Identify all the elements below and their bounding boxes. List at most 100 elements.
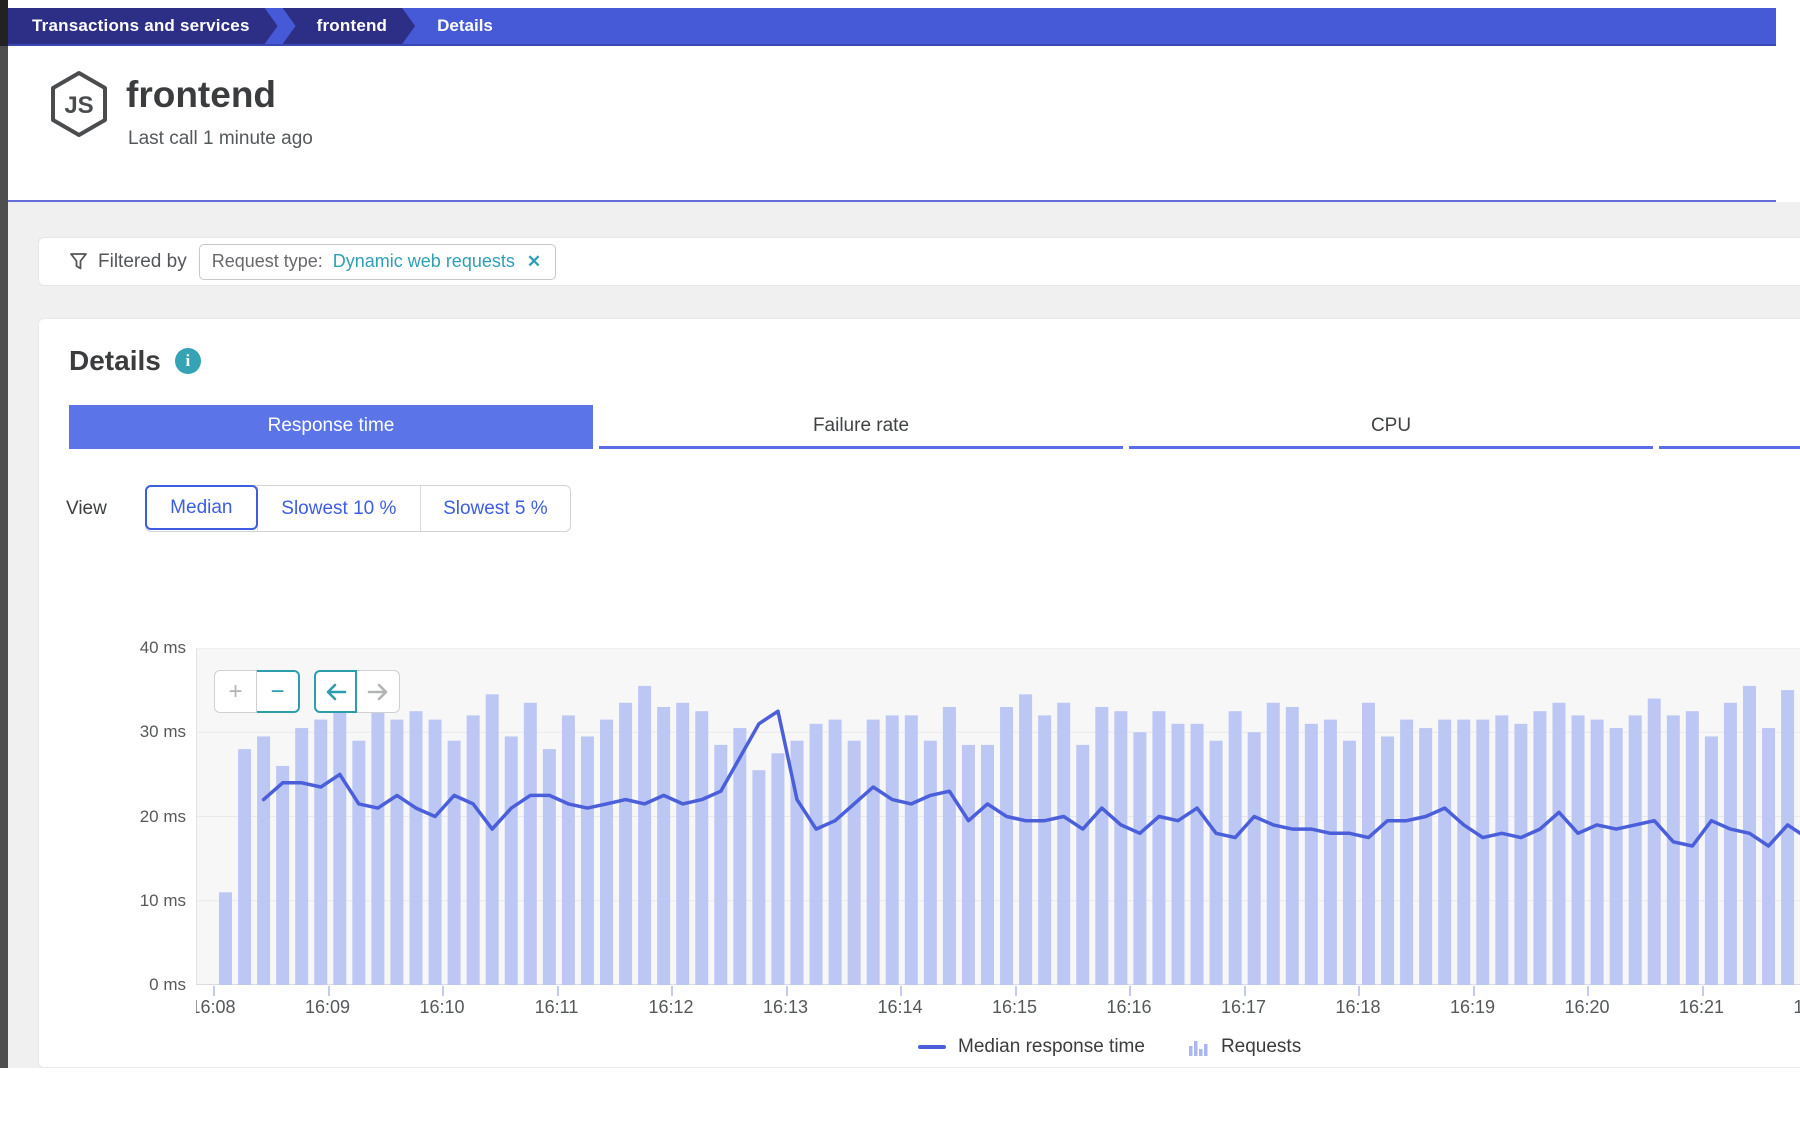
requests-bar[interactable] bbox=[638, 685, 652, 985]
requests-bar[interactable] bbox=[1571, 715, 1585, 985]
requests-bar[interactable] bbox=[485, 694, 499, 985]
requests-bar[interactable] bbox=[1723, 702, 1737, 985]
requests-bar[interactable] bbox=[314, 719, 328, 985]
requests-bar[interactable] bbox=[542, 749, 556, 985]
requests-bar[interactable] bbox=[1781, 690, 1795, 985]
requests-bar[interactable] bbox=[447, 740, 461, 985]
requests-bar[interactable] bbox=[1762, 728, 1776, 985]
requests-bar[interactable] bbox=[1381, 736, 1395, 985]
requests-bar[interactable] bbox=[714, 744, 728, 985]
requests-bar[interactable] bbox=[257, 736, 271, 985]
requests-bar[interactable] bbox=[504, 736, 518, 985]
filter-chip-value[interactable]: Dynamic web requests bbox=[332, 251, 515, 271]
requests-bar[interactable] bbox=[1133, 732, 1147, 985]
breadcrumb-item-frontend[interactable]: frontend bbox=[283, 8, 416, 44]
requests-bar[interactable] bbox=[1609, 728, 1623, 985]
requests-bar[interactable] bbox=[828, 719, 842, 985]
requests-bar[interactable] bbox=[771, 753, 785, 985]
requests-bar[interactable] bbox=[1476, 719, 1490, 985]
requests-bar[interactable] bbox=[1495, 715, 1509, 985]
response-time-chart[interactable] bbox=[196, 647, 1800, 985]
tab-cpu[interactable]: CPU bbox=[1129, 405, 1653, 449]
zoom-in-button[interactable]: + bbox=[214, 670, 257, 713]
filter-chip-request-type[interactable]: Request type: Dynamic web requests ✕ bbox=[198, 243, 557, 280]
requests-bar[interactable] bbox=[1000, 706, 1014, 985]
requests-bar[interactable] bbox=[333, 706, 347, 985]
pan-right-icon[interactable] bbox=[357, 670, 400, 713]
requests-bar[interactable] bbox=[676, 702, 690, 985]
requests-bar[interactable] bbox=[752, 770, 766, 985]
breadcrumb-item-details[interactable]: Details bbox=[415, 8, 493, 44]
info-icon[interactable]: i bbox=[174, 348, 201, 374]
requests-bar[interactable] bbox=[1514, 723, 1528, 985]
requests-bar[interactable] bbox=[1342, 740, 1356, 985]
requests-bar[interactable] bbox=[561, 715, 575, 985]
breadcrumb-item-transactions-and-services[interactable]: Transactions and services bbox=[8, 8, 278, 44]
requests-bar[interactable] bbox=[1076, 744, 1090, 985]
requests-bar[interactable] bbox=[1685, 711, 1699, 985]
requests-bar[interactable] bbox=[885, 715, 899, 985]
requests-bar[interactable] bbox=[961, 744, 975, 985]
requests-bar[interactable] bbox=[390, 719, 404, 985]
requests-bar[interactable] bbox=[809, 723, 823, 985]
requests-bar[interactable] bbox=[1228, 711, 1242, 985]
requests-bar[interactable] bbox=[1247, 732, 1261, 985]
requests-bar[interactable] bbox=[1362, 702, 1375, 985]
requests-bar[interactable] bbox=[1038, 715, 1052, 985]
requests-bar[interactable] bbox=[1057, 702, 1071, 985]
requests-bar[interactable] bbox=[371, 694, 385, 985]
requests-bar[interactable] bbox=[1438, 719, 1452, 985]
requests-bar[interactable] bbox=[695, 711, 709, 985]
view-option-slowest-10[interactable]: Slowest 10 % bbox=[256, 486, 420, 531]
requests-bar[interactable] bbox=[295, 728, 309, 985]
requests-bar[interactable] bbox=[409, 711, 423, 985]
requests-bar[interactable] bbox=[1095, 706, 1109, 985]
requests-bar[interactable] bbox=[466, 715, 480, 985]
requests-bar[interactable] bbox=[1190, 723, 1204, 985]
requests-bar[interactable] bbox=[580, 736, 594, 985]
tab-failure-rate[interactable]: Failure rate bbox=[599, 405, 1123, 449]
requests-bar[interactable] bbox=[1171, 723, 1185, 985]
requests-bar[interactable] bbox=[1019, 694, 1033, 985]
tab-partial[interactable] bbox=[1659, 405, 1800, 449]
requests-bar[interactable] bbox=[619, 702, 633, 985]
legend-item-requests[interactable]: Requests bbox=[1188, 1036, 1301, 1058]
requests-bar[interactable] bbox=[238, 749, 252, 985]
view-option-median[interactable]: Median bbox=[144, 485, 258, 530]
requests-bar[interactable] bbox=[1400, 719, 1414, 985]
pan-left-icon[interactable] bbox=[314, 670, 357, 713]
requests-bar[interactable] bbox=[1152, 711, 1166, 985]
requests-bar[interactable] bbox=[1114, 711, 1128, 985]
requests-bar[interactable] bbox=[219, 892, 232, 985]
median-response-time-line[interactable] bbox=[261, 709, 1800, 848]
zoom-out-button[interactable]: − bbox=[257, 670, 300, 713]
tab-response-time[interactable]: Response time bbox=[69, 405, 593, 449]
requests-bar[interactable] bbox=[428, 719, 442, 985]
requests-bar[interactable] bbox=[1323, 719, 1337, 985]
requests-bar[interactable] bbox=[981, 744, 994, 985]
requests-bar[interactable] bbox=[904, 715, 918, 985]
requests-bar[interactable] bbox=[1533, 711, 1547, 985]
requests-bar[interactable] bbox=[1666, 715, 1680, 985]
requests-bar[interactable] bbox=[942, 706, 956, 985]
requests-bar[interactable] bbox=[1457, 719, 1471, 985]
requests-bar[interactable] bbox=[733, 728, 747, 985]
requests-bar[interactable] bbox=[1285, 706, 1299, 985]
requests-bar[interactable] bbox=[352, 740, 366, 985]
requests-bar[interactable] bbox=[866, 719, 880, 985]
requests-bar[interactable] bbox=[523, 702, 537, 985]
requests-bar[interactable] bbox=[1209, 740, 1223, 985]
requests-bar[interactable] bbox=[600, 719, 613, 985]
requests-bar[interactable] bbox=[1266, 702, 1280, 985]
requests-bar[interactable] bbox=[1628, 715, 1642, 985]
requests-bar[interactable] bbox=[923, 740, 937, 985]
requests-bar[interactable] bbox=[276, 765, 290, 985]
requests-bar[interactable] bbox=[1704, 736, 1718, 985]
requests-bar[interactable] bbox=[1743, 685, 1756, 985]
requests-bar[interactable] bbox=[1419, 728, 1433, 985]
requests-bar[interactable] bbox=[847, 740, 861, 985]
remove-filter-icon[interactable]: ✕ bbox=[526, 251, 542, 271]
requests-bar[interactable] bbox=[1647, 698, 1661, 985]
view-option-slowest-5[interactable]: Slowest 5 % bbox=[419, 486, 570, 531]
requests-bar[interactable] bbox=[657, 706, 671, 985]
